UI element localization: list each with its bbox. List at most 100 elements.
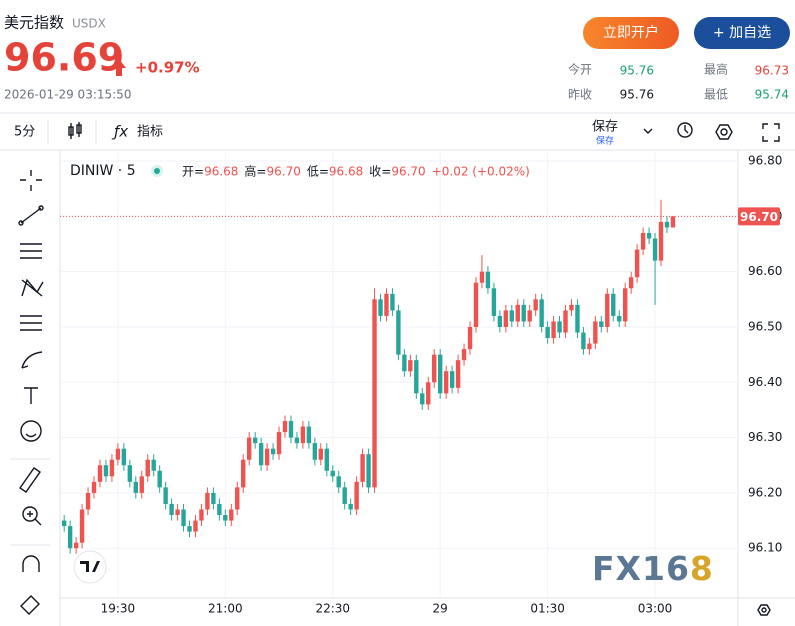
symbol: USDX xyxy=(72,17,106,31)
candle-body xyxy=(121,448,127,466)
title: 美元指数 xyxy=(4,14,64,32)
dropdown-icon[interactable] xyxy=(643,128,653,134)
open-account-button[interactable]: 立即开户 xyxy=(583,17,679,49)
candle-body xyxy=(461,349,467,361)
candle-body xyxy=(509,310,515,322)
save[interactable]: 保存 xyxy=(592,120,618,135)
candle-body xyxy=(151,459,156,471)
stat-value: 95.76 xyxy=(620,88,654,102)
stat-label: 今开 xyxy=(568,62,592,77)
candle-body xyxy=(384,293,389,316)
interval[interactable]: 5分 xyxy=(14,125,35,140)
legend-value: +0.02 (+0.02%) xyxy=(432,165,530,179)
fullscreen-icon[interactable] xyxy=(762,123,780,142)
price: 96.69 xyxy=(4,36,124,80)
candle-body xyxy=(312,443,318,460)
candle-body xyxy=(360,454,365,482)
candle-body xyxy=(485,271,491,289)
candle-body xyxy=(599,321,604,327)
legend: 开= 96.68 高= 96.70 低= 96.68 收= 96.70 +0.02 (+0.02… xyxy=(182,164,530,179)
stat-label: 昨收 xyxy=(568,88,592,102)
candle-body xyxy=(443,371,449,394)
candle-body xyxy=(85,492,91,510)
candle-body xyxy=(300,426,306,444)
candle-body xyxy=(318,448,324,460)
candle-body xyxy=(432,354,437,383)
button-label[interactable]: + 加自选 xyxy=(713,25,771,41)
button-bg[interactable] xyxy=(694,17,790,49)
save-sub: 保存 xyxy=(596,135,614,147)
grid xyxy=(60,150,738,598)
candle-body xyxy=(241,459,246,488)
watermark-accent: 8 xyxy=(690,549,714,588)
candle-body xyxy=(575,304,580,333)
candle-body xyxy=(342,487,347,504)
legend-value: 96.70 xyxy=(266,165,300,179)
candle-body xyxy=(175,509,180,516)
watchlist-button[interactable]: + 加自选 xyxy=(694,17,790,49)
alert-icon[interactable] xyxy=(677,122,693,138)
candle-body xyxy=(521,304,526,322)
legend-symbol: DINIW · 5 xyxy=(70,163,136,179)
candle-body xyxy=(73,542,79,549)
candle-body xyxy=(670,216,676,228)
settings-icon[interactable] xyxy=(715,124,733,140)
candle-body xyxy=(426,382,431,405)
candle-body xyxy=(617,315,622,322)
stat-value: 95.74 xyxy=(755,88,789,102)
stat-value: 96.73 xyxy=(755,64,789,78)
candle-body xyxy=(103,465,109,477)
candle-body xyxy=(634,249,640,278)
candle-body xyxy=(145,459,150,477)
x-tick-label: 01:30 xyxy=(530,602,565,616)
candle-body xyxy=(551,321,556,339)
candle-body xyxy=(157,470,162,488)
candle-body xyxy=(664,221,670,228)
candle-body xyxy=(473,282,479,327)
candle-body xyxy=(611,293,616,316)
candle-body xyxy=(79,509,85,543)
candle-body xyxy=(264,448,270,466)
indicator-icon[interactable]: ƒx xyxy=(111,123,128,141)
candle-body xyxy=(324,448,329,471)
y-tick-label: 96.50 xyxy=(748,319,782,333)
button-label[interactable]: 立即开户 xyxy=(603,24,659,41)
candle-body xyxy=(67,526,73,549)
indicators[interactable]: 指标 xyxy=(137,125,163,140)
axis-settings-icon[interactable] xyxy=(757,604,771,616)
candle-body xyxy=(372,299,377,488)
candle-body xyxy=(479,271,485,283)
candle-body xyxy=(539,299,544,327)
y-tick-label: 96.40 xyxy=(748,375,782,389)
candle-body xyxy=(109,459,115,477)
status-dot xyxy=(154,168,160,174)
candle-body xyxy=(652,238,658,261)
candle-body xyxy=(288,421,294,438)
up-arrow xyxy=(112,59,126,76)
candle-body xyxy=(91,481,97,493)
stat-value: 95.76 xyxy=(620,64,654,78)
stat-label: 最低 xyxy=(704,88,728,102)
candle-body xyxy=(348,503,353,510)
candle-body xyxy=(139,476,144,493)
candle-body xyxy=(467,326,473,350)
candles xyxy=(60,199,738,554)
candle-body xyxy=(545,326,550,339)
candle-type-icon[interactable] xyxy=(68,122,82,139)
candle-body xyxy=(276,432,282,455)
candle-body xyxy=(628,277,634,289)
candle-body xyxy=(563,310,568,333)
candle-body xyxy=(97,465,103,482)
candle-body xyxy=(581,332,586,350)
candle-body xyxy=(527,310,532,322)
candle-body xyxy=(270,448,276,455)
candle-body xyxy=(640,232,646,250)
candle-body xyxy=(491,288,497,316)
drawing-tools[interactable] xyxy=(18,170,44,615)
timestamp: 2026-01-29 03:15:50 xyxy=(4,88,131,102)
button-bg[interactable] xyxy=(583,17,679,49)
candle-body xyxy=(246,437,252,460)
candle-body xyxy=(282,421,288,433)
candle-body xyxy=(217,503,222,516)
